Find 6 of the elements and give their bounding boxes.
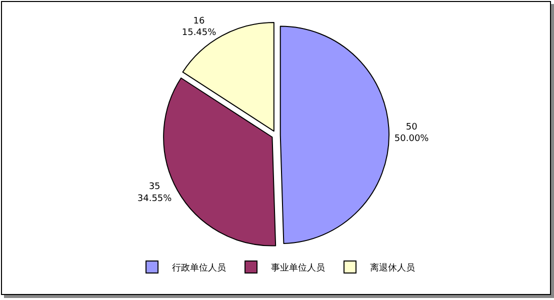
data-label: 50 50.00% xyxy=(394,122,430,144)
data-label: 35 34.55% xyxy=(137,182,172,204)
legend-label: 行政单位人员 xyxy=(172,262,226,274)
legend-label: 事业单位人员 xyxy=(271,262,325,274)
legend-label: 离退休人员 xyxy=(370,262,415,274)
data-label: 16 15.45% xyxy=(182,16,217,38)
